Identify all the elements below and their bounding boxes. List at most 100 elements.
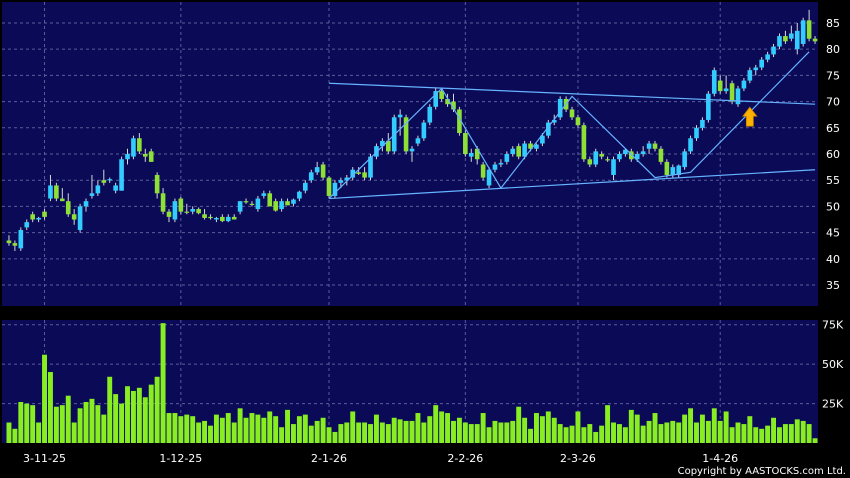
candle-body <box>510 148 516 154</box>
candle-body <box>249 203 255 205</box>
volume-tick-label: 50K <box>822 358 844 371</box>
volume-bar <box>89 398 95 443</box>
volume-bar <box>415 413 421 443</box>
volume-bar <box>534 413 539 443</box>
volume-bar <box>676 422 682 443</box>
candle-body <box>486 169 492 186</box>
candle-body <box>445 98 450 105</box>
volume-bar <box>47 372 53 443</box>
candle-body <box>208 216 213 219</box>
volume-bar <box>290 424 296 443</box>
volume-bar <box>24 403 30 443</box>
date-tick-label: 2-3-26 <box>560 452 596 465</box>
candle-body <box>308 172 314 181</box>
volume-bar <box>350 411 356 443</box>
volume-bar <box>77 408 83 443</box>
candle-body <box>326 177 332 196</box>
volume-bar <box>599 425 605 443</box>
volume-bar <box>640 425 646 443</box>
volume-bar <box>474 424 480 443</box>
volume-bar <box>462 422 468 443</box>
volume-bar <box>492 420 498 443</box>
volume-bar <box>119 403 125 443</box>
volume-bar <box>551 417 557 443</box>
volume-bar <box>302 414 308 443</box>
candle-body <box>741 80 747 89</box>
volume-bar <box>160 323 166 443</box>
candle-body <box>717 80 723 92</box>
volume-bar <box>202 420 208 443</box>
volume-bar <box>652 413 658 443</box>
candle-body <box>569 109 575 118</box>
volume-bar <box>510 420 516 443</box>
candle-body <box>184 211 190 213</box>
volume-bar <box>504 422 510 443</box>
candle-body <box>77 206 83 230</box>
candle-body <box>202 214 207 218</box>
candle-body <box>71 214 77 220</box>
volume-bar <box>699 414 705 443</box>
candle-body <box>243 201 249 203</box>
candle-body <box>789 33 794 39</box>
candle-body <box>468 152 474 157</box>
candle-body <box>95 185 101 194</box>
price-tick-label: 40 <box>826 253 840 266</box>
volume-bar <box>190 416 196 443</box>
candle-body <box>160 193 166 212</box>
volume-bar <box>433 405 439 443</box>
candle-body <box>338 180 344 183</box>
candle-body <box>765 54 770 60</box>
candle-body <box>303 182 308 191</box>
volume-bar <box>800 420 806 443</box>
volume-bar <box>362 422 368 443</box>
candle-body <box>125 154 130 160</box>
candle-body <box>172 201 178 220</box>
date-tick-label: 1-4-26 <box>702 452 738 465</box>
volume-bar <box>320 417 326 443</box>
volume-bar <box>373 414 379 443</box>
candle-body <box>676 165 682 175</box>
candle-body <box>800 20 806 44</box>
candle-body <box>231 216 237 220</box>
zigzag-pattern-line <box>328 51 810 199</box>
volume-bar <box>332 431 338 443</box>
volume-bar <box>723 411 729 443</box>
volume-bar <box>113 394 119 443</box>
volume-bar <box>208 425 213 443</box>
volume-bar <box>231 422 237 443</box>
candle-body <box>142 154 148 157</box>
candle-body <box>196 209 201 214</box>
volume-bar <box>107 376 113 443</box>
candle-body <box>812 38 818 42</box>
volume-bar <box>611 422 616 443</box>
candle-body <box>119 159 124 191</box>
volume-bar <box>735 422 741 443</box>
candle-body <box>652 143 658 149</box>
volume-bar <box>468 424 474 443</box>
candle-body <box>575 117 581 126</box>
candle-body <box>385 140 391 152</box>
volume-bar <box>688 408 694 443</box>
volume-bar <box>273 416 279 443</box>
price-tick-label: 85 <box>826 17 840 30</box>
volume-bar <box>71 422 77 443</box>
volume-bar <box>628 409 634 443</box>
candle-body <box>59 198 65 202</box>
date-tick-label: 2-1-26 <box>311 452 347 465</box>
volume-axis-ticks: 75K 50K 25K <box>822 319 844 411</box>
volume-bar <box>605 405 611 443</box>
volume-bar <box>356 422 362 443</box>
volume-bar <box>142 397 148 443</box>
volume-bar <box>516 406 522 443</box>
volume-bar <box>664 422 670 443</box>
candle-body <box>362 172 367 178</box>
volume-bar <box>747 416 753 443</box>
volume-bar <box>439 411 445 443</box>
candle-body <box>332 182 338 196</box>
volume-bar <box>480 413 486 443</box>
candle-body <box>593 151 599 165</box>
candle-body <box>83 201 89 207</box>
volume-bar <box>59 405 65 443</box>
volume-bar <box>308 425 314 443</box>
